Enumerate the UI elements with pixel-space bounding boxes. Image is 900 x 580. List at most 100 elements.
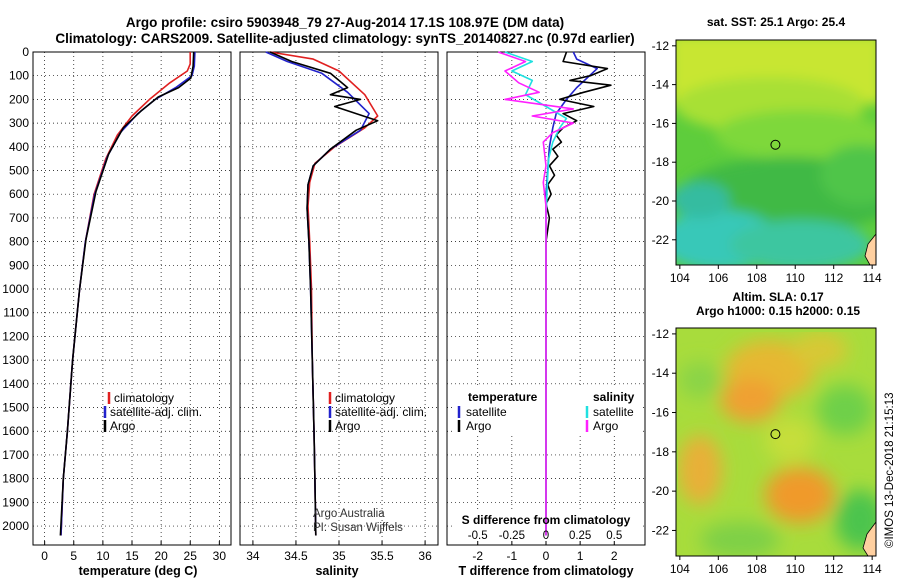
y-tick-label-500: 500 xyxy=(9,164,29,178)
map-y-tick-label-12: -12 xyxy=(652,39,670,53)
sla-map-y-ticks: -12 -14 -16 -18 -20 -22 xyxy=(652,327,676,537)
map-x-tick-label-104: 104 xyxy=(670,562,690,576)
x-tick-label-20: 20 xyxy=(154,549,168,563)
sst-map-y-ticks: -12 -14 -16 -18 -20 -22 xyxy=(652,39,676,247)
credit-text: Argo Australia xyxy=(313,508,385,520)
map-x-tick-label-112: 112 xyxy=(824,562,843,576)
x-tick-label-35: 35 xyxy=(332,549,346,563)
map-y-tick-label-16: -16 xyxy=(652,116,670,130)
s-tick-label-0-25: -0.25 xyxy=(499,530,525,542)
x-tick-label-0: 0 xyxy=(41,549,48,563)
x-tick-label-34-5: 34.5 xyxy=(284,549,308,563)
map-x-tick-label-106: 106 xyxy=(708,562,728,576)
map-y-tick-label-12: -12 xyxy=(652,327,670,341)
map-y-tick-label-22: -22 xyxy=(652,233,670,247)
series-argo xyxy=(59,51,195,536)
legend-salinity-title: salinity xyxy=(593,390,635,404)
s-tick-label-0: 0 xyxy=(543,530,549,542)
map-y-tick-label-20: -20 xyxy=(652,484,670,498)
x-tick-label-25: 25 xyxy=(184,549,198,563)
legend-climatology-label: climatology xyxy=(114,391,174,405)
s-difference-title: S difference from climatology xyxy=(462,513,631,527)
map-y-tick-label-16: -16 xyxy=(652,406,670,420)
x-tick-label-2: 2 xyxy=(611,549,618,563)
legend-s-argo-label: Argo xyxy=(593,419,619,433)
x-tick-label-0: 0 xyxy=(543,549,550,563)
temperature-x-label: temperature (deg C) xyxy=(79,564,198,578)
map-y-tick-label-20: -20 xyxy=(652,194,670,208)
y-tick-label-800: 800 xyxy=(9,235,29,249)
temperature-series xyxy=(59,51,196,536)
series-climatology xyxy=(269,51,379,536)
y-tick-label-2000: 2000 xyxy=(2,519,29,533)
x-tick-label-15: 15 xyxy=(125,549,139,563)
temperature-legend: climatology satellite-adj. clim. Argo xyxy=(103,391,202,433)
map-x-tick-label-110: 110 xyxy=(786,562,805,576)
s-tick-label-0-5: 0.5 xyxy=(606,530,622,542)
legend-t-argo-label: Argo xyxy=(466,419,492,433)
salinity-x-ticks: 34 34.5 35 35.5 36 xyxy=(246,541,432,563)
y-tick-label-400: 400 xyxy=(9,140,29,154)
y-tick-label-1800: 1800 xyxy=(2,472,29,486)
legend-t-satellite-label: satellite xyxy=(466,405,507,419)
y-tick-label-1200: 1200 xyxy=(2,329,29,343)
sla-map-panel: Altim. SLA: 0.17 Argo h1000: 0.15 h2000:… xyxy=(652,290,882,576)
y-tick-label-900: 900 xyxy=(9,258,29,272)
sst-map-title: sat. SST: 25.1 Argo: 25.4 xyxy=(707,15,846,29)
sst-map-frame xyxy=(675,39,877,266)
x-tick-label-1: -1 xyxy=(507,549,518,563)
y-tick-label-1100: 1100 xyxy=(3,306,29,320)
legend-satellite-label: satellite-adj. clim. xyxy=(110,405,202,419)
series-s-satellite xyxy=(504,51,568,536)
temperature-grid xyxy=(33,51,231,545)
difference-x-label: T difference from climatology xyxy=(458,564,633,578)
y-tick-label-1000: 1000 xyxy=(2,282,29,296)
map-y-tick-label-18: -18 xyxy=(652,155,670,169)
map-x-tick-label-108: 108 xyxy=(747,271,767,285)
map-x-tick-label-112: 112 xyxy=(824,271,843,285)
s-tick-label-0-5: -0.5 xyxy=(468,530,488,542)
y-tick-label-1700: 1700 xyxy=(2,448,29,462)
sla-map-frame xyxy=(675,327,877,557)
map-x-tick-label-106: 106 xyxy=(708,271,728,285)
x-tick-label-35-5: 35.5 xyxy=(370,549,394,563)
temperature-x-ticks: 0 5 10 15 20 25 30 xyxy=(41,541,226,563)
sla-map-title: Altim. SLA: 0.17 xyxy=(732,290,824,304)
difference-series xyxy=(497,51,612,536)
legend-temperature-title: temperature xyxy=(468,390,538,404)
sla-map-subtitle: Argo h1000: 0.15 h2000: 0.15 xyxy=(696,304,860,318)
map-x-tick-label-114: 114 xyxy=(863,562,882,576)
map-x-tick-label-108: 108 xyxy=(747,562,767,576)
x-tick-label-2: -2 xyxy=(472,549,483,563)
y-tick-label-300: 300 xyxy=(9,116,29,130)
map-y-tick-label-22: -22 xyxy=(652,523,670,537)
difference-s-ticks: -0.5 -0.25 0 0.25 0.5 xyxy=(468,530,622,542)
x-tick-label-36: 36 xyxy=(418,549,432,563)
series-s-argo xyxy=(497,51,575,536)
series-satellite-adj-clim xyxy=(265,51,370,536)
map-y-tick-label-14: -14 xyxy=(652,366,670,380)
map-x-tick-label-114: 114 xyxy=(863,271,882,285)
legend-argo-label: Argo xyxy=(110,419,136,433)
map-x-tick-label-104: 104 xyxy=(670,271,690,285)
y-tick-label-600: 600 xyxy=(9,187,29,201)
salinity-series xyxy=(265,51,379,536)
y-tick-label-200: 200 xyxy=(9,92,29,106)
map-x-tick-label-110: 110 xyxy=(786,271,805,285)
difference-x-ticks: -2 -1 0 1 2 xyxy=(472,541,618,563)
legend-satellite-label: satellite-adj. clim. xyxy=(335,405,427,419)
salinity-axes-frame xyxy=(239,51,439,546)
legend-s-satellite-label: satellite xyxy=(593,405,634,419)
x-tick-label-5: 5 xyxy=(70,549,77,563)
y-tick-label-1400: 1400 xyxy=(2,377,29,391)
sst-map-argo-marker xyxy=(770,139,781,150)
sst-map-panel: sat. SST: 25.1 Argo: 25.4 104 106 108 110 11… xyxy=(652,15,882,285)
salinity-panel: 34 34.5 35 35.5 36 salinity climatology sate… xyxy=(239,51,439,578)
y-tick-label-1500: 1500 xyxy=(2,401,29,415)
sla-map-x-ticks: 104 106 108 110 112 114 xyxy=(670,556,882,576)
s-tick-label-0-25: 0.25 xyxy=(569,530,591,542)
difference-panel: -2 -1 0 1 2 -0.5 -0.25 0 0.25 0.5 T difference f… xyxy=(446,51,646,578)
y-tick-label-1900: 1900 xyxy=(2,495,29,509)
y-tick-label-1300: 1300 xyxy=(2,353,29,367)
sla-map-argo-marker xyxy=(770,429,781,440)
